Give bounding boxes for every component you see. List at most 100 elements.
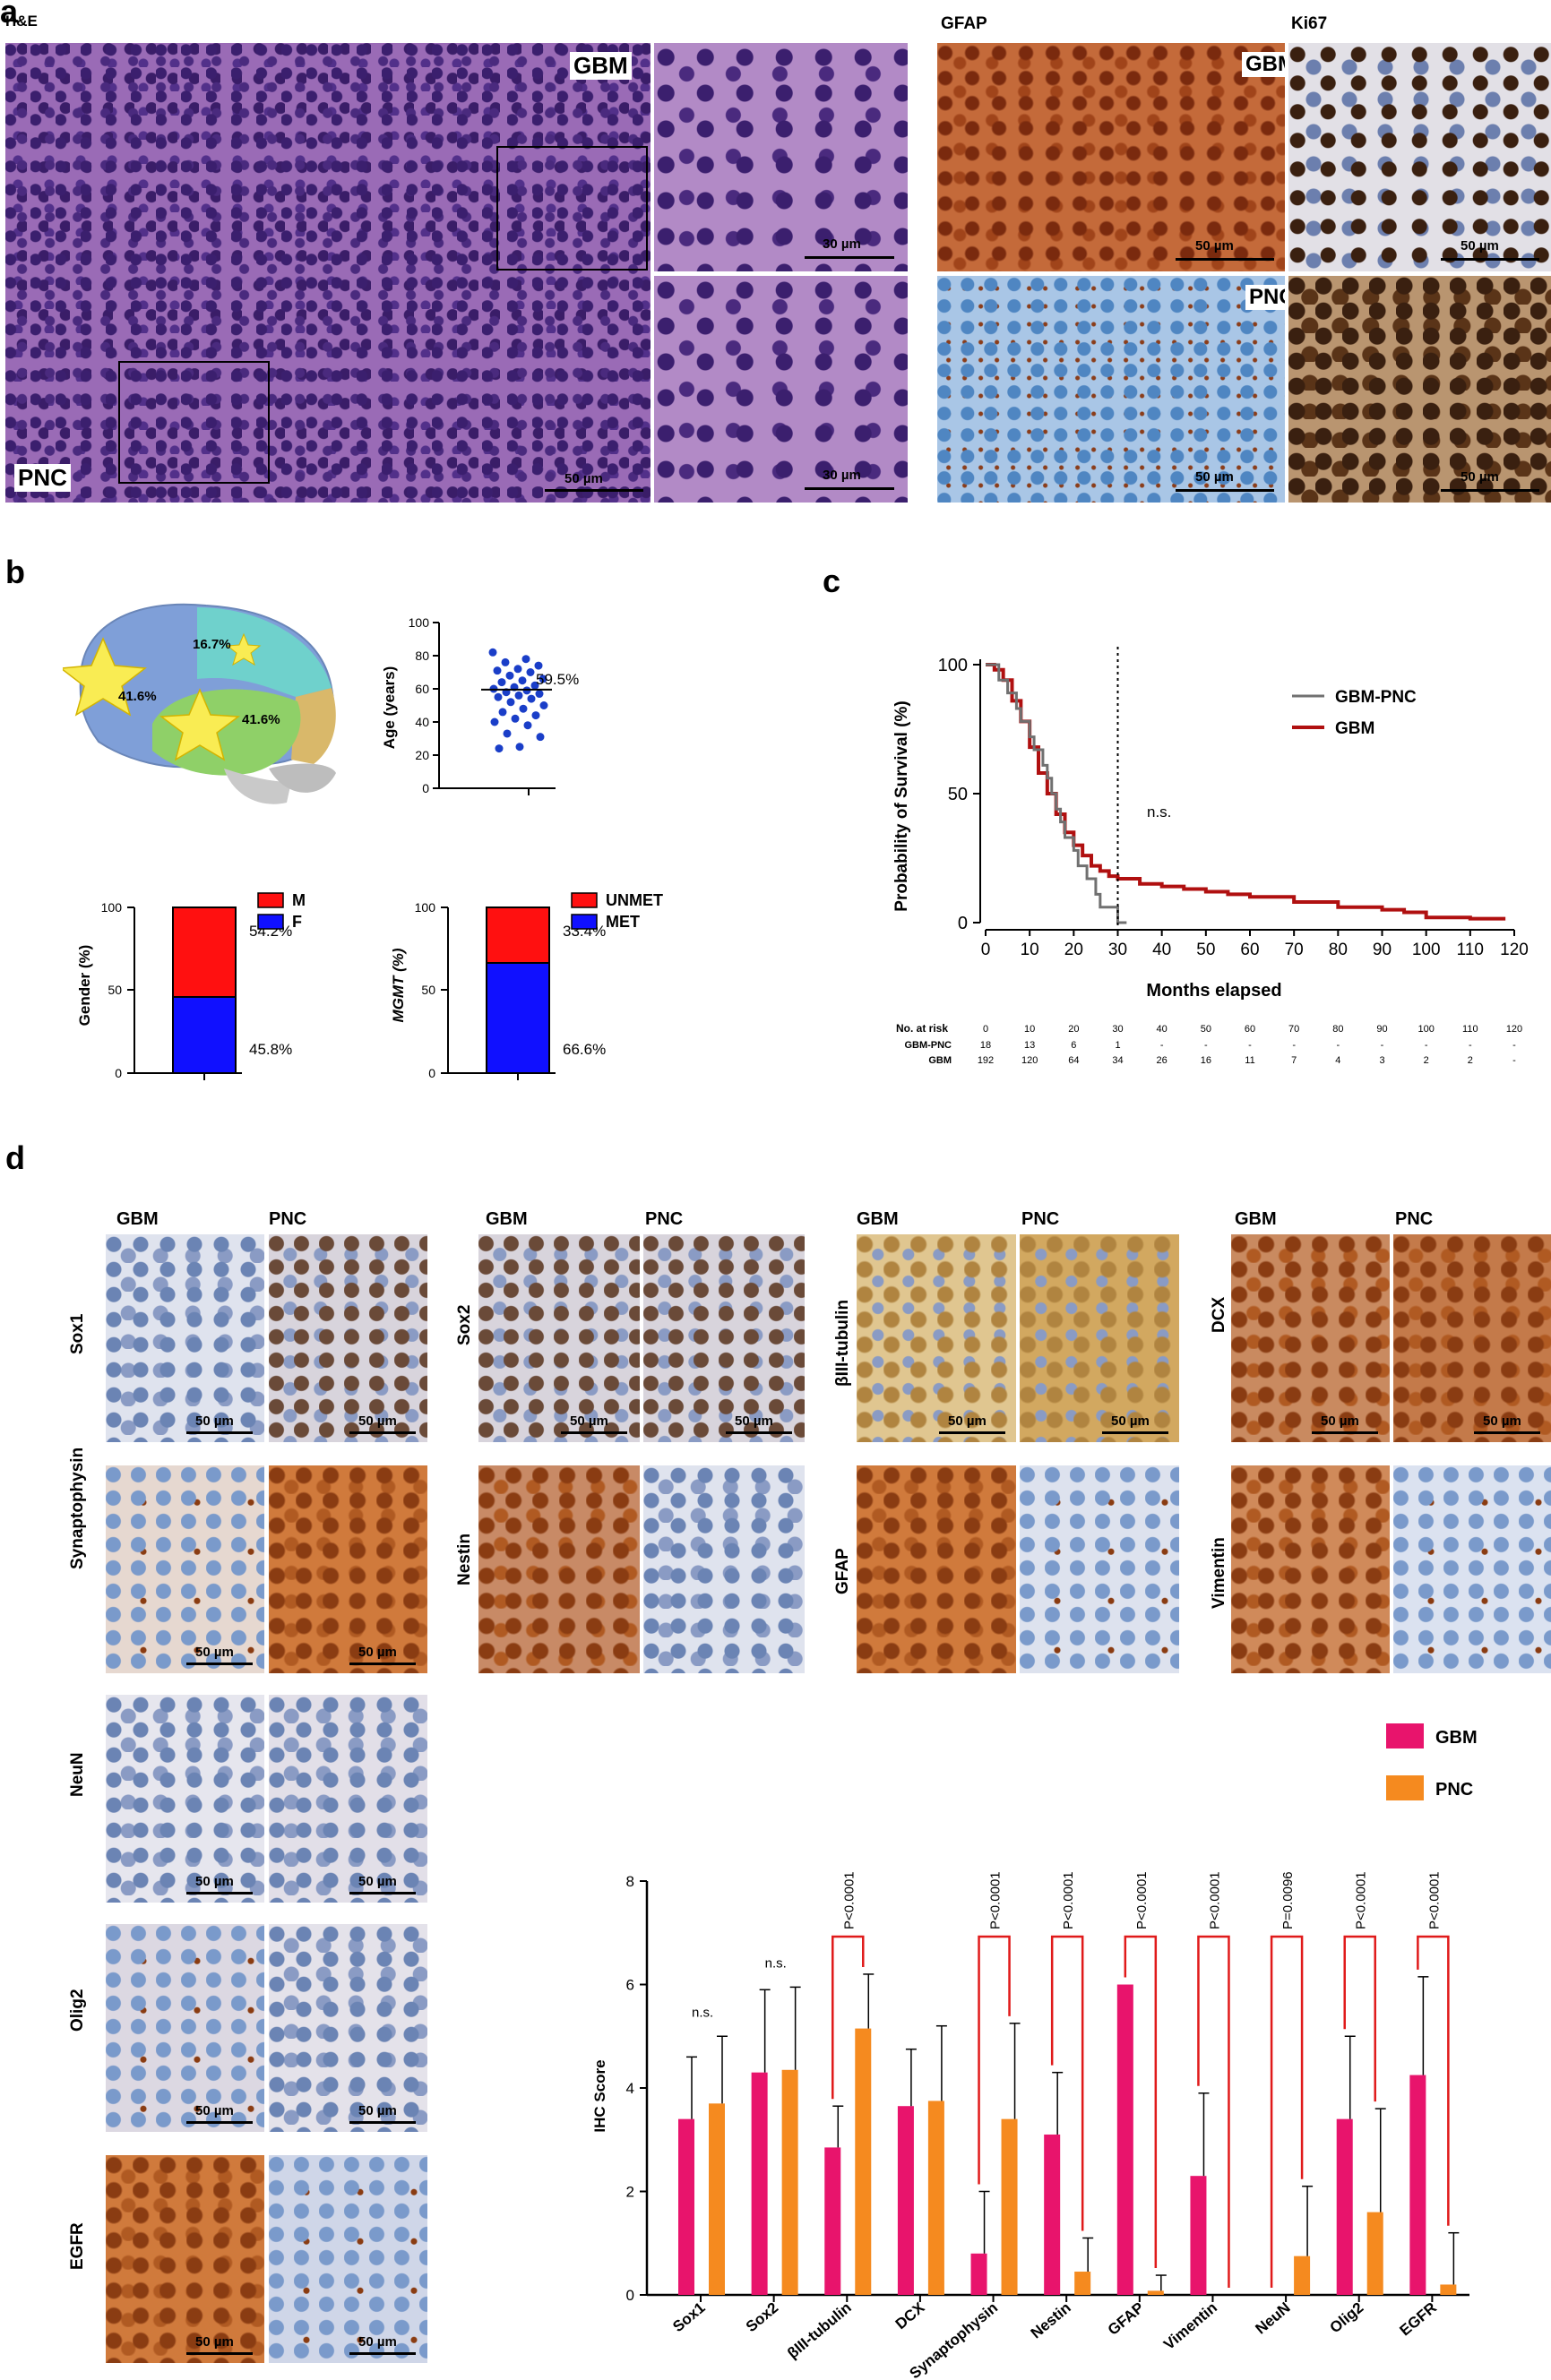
scale-label: 50 µm xyxy=(358,1874,397,1889)
panel-letter-a: a xyxy=(0,0,19,30)
risk-value: - xyxy=(1336,1040,1340,1051)
ihc-ytick-label: 0 xyxy=(626,2287,634,2304)
scale-bar xyxy=(349,1663,416,1665)
star-icon xyxy=(226,632,262,666)
km-xtick-label: 60 xyxy=(1240,941,1259,959)
pnc-inset-box xyxy=(118,361,270,484)
age-point xyxy=(515,743,524,752)
mgmt-bottom-pct: 66.6% xyxy=(563,1041,606,1058)
gender-bar-m xyxy=(172,906,237,998)
legend-swatch-pnc xyxy=(1386,1775,1424,1800)
age-point xyxy=(505,671,514,680)
risk-value: 34 xyxy=(1112,1055,1123,1066)
ihc-x-label: Olig2 xyxy=(1327,2299,1367,2337)
age-point xyxy=(511,714,520,723)
scale-label: 50 µm xyxy=(564,471,603,486)
panel-letter-c: c xyxy=(823,563,841,599)
nestin-pnc-micrograph xyxy=(643,1465,805,1673)
age-y-axis: 0 20 40 60 80 100 xyxy=(409,615,556,795)
ihc-bar-gbm xyxy=(678,2118,694,2295)
col-header-pnc: PNC xyxy=(645,1209,684,1229)
risk-value: - xyxy=(1381,1040,1384,1051)
ihc-annotations: n.s. n.s. P<0.0001 P<0.0001 P<0.0001 P<0.0001… xyxy=(692,1871,1450,2288)
km-xtick-label: 110 xyxy=(1457,941,1484,959)
scale-label: 30 µm xyxy=(823,236,861,252)
row-label-vimentin: Vimentin xyxy=(1210,1537,1228,1609)
synaptophysin-gbm-micrograph: 50 µm xyxy=(106,1465,264,1673)
risk-col-label: 70 xyxy=(1288,1024,1299,1035)
ihc-x-label: DCX xyxy=(892,2298,928,2333)
ihc-bar-gbm xyxy=(970,2253,987,2295)
age-chart: Age (years) 0 20 40 60 80 100 59.5% xyxy=(381,615,579,795)
row-label-sox2: Sox2 xyxy=(455,1304,474,1345)
km-xtick-label: 100 xyxy=(1412,941,1441,959)
ihc-bar-pnc xyxy=(1074,2272,1091,2295)
ihc-bar-gbm xyxy=(1409,2075,1426,2295)
ihc-ytick-label: 8 xyxy=(626,1873,634,1890)
ihc-pvalue-label: P<0.0001 xyxy=(1426,1871,1442,1929)
olig2-pnc-micrograph: 50 µm xyxy=(269,1924,427,2132)
age-point xyxy=(530,681,539,690)
age-point xyxy=(497,678,506,687)
age-point xyxy=(536,733,545,742)
mgmt-ytick-label: 0 xyxy=(428,1066,435,1080)
risk-col-label: 120 xyxy=(1506,1024,1522,1035)
row-label-biii-tubulin: βIII-tubulin xyxy=(833,1299,852,1387)
age-point xyxy=(534,661,543,670)
ihc-significance-bracket xyxy=(1124,1935,1158,2269)
dcx-pnc-micrograph: 50 µm xyxy=(1393,1234,1551,1442)
neun-pnc-micrograph: 50 µm xyxy=(269,1695,427,1903)
age-point xyxy=(531,711,540,720)
ki67-pnc-micrograph: 50 µm xyxy=(1288,276,1551,503)
ihc-pvalue-label: P<0.0001 xyxy=(1061,1871,1076,1929)
scale-bar xyxy=(1312,1431,1378,1434)
star-icon xyxy=(159,688,241,761)
gender-chart: Gender (%) 100 50 0 54.2% 45.8% M F xyxy=(76,891,306,1080)
risk-value: 2 xyxy=(1468,1055,1473,1066)
survival-ylabel: Probability of Survival (%) xyxy=(892,700,911,911)
km-xtick-label: 30 xyxy=(1108,941,1127,959)
scale-label: 50 µm xyxy=(358,1413,397,1429)
ihc-bar-gbm xyxy=(1116,1984,1133,2295)
dcx-gbm-micrograph: 50 µm xyxy=(1231,1234,1390,1442)
scale-bar xyxy=(349,1431,416,1434)
col-header-gbm: GBM xyxy=(486,1209,528,1229)
vimentin-pnc-micrograph xyxy=(1393,1465,1551,1673)
legend-swatch-unmet xyxy=(571,892,598,908)
risk-value: - xyxy=(1248,1040,1252,1051)
risk-value: 3 xyxy=(1379,1055,1384,1066)
age-ytick-label: 100 xyxy=(409,615,430,630)
risk-value: 6 xyxy=(1071,1040,1076,1051)
gbm-pnc-survival-curve xyxy=(986,663,1127,924)
risk-value: 26 xyxy=(1157,1055,1168,1066)
ihc-x-label: Sox2 xyxy=(743,2299,781,2336)
row-label-nestin: Nestin xyxy=(455,1533,474,1585)
sox1-gbm-micrograph: 50 µm xyxy=(106,1234,264,1442)
ihc-significance-bracket xyxy=(1050,1935,1084,2231)
ihc-x-label: NeuN xyxy=(1252,2299,1293,2338)
scale-bar xyxy=(939,1431,1005,1434)
ihc-ylabel: IHC Score xyxy=(591,2059,608,2132)
brain-pct-parietal: 16.7% xyxy=(193,637,231,652)
risk-value: 1 xyxy=(1115,1040,1120,1051)
ihc-significance-bracket xyxy=(1197,1935,1230,2288)
risk-value: 7 xyxy=(1291,1055,1297,1066)
ihc-bar-pnc xyxy=(1366,2212,1383,2295)
ihc-bar-pnc xyxy=(1147,2290,1164,2295)
ihc-significance-bracket xyxy=(1417,1935,1450,2226)
parietal-lobe-shape xyxy=(197,607,332,697)
scale-bar xyxy=(1176,489,1274,492)
legend-swatch-met xyxy=(571,914,598,930)
risk-value: 16 xyxy=(1201,1055,1211,1066)
age-point xyxy=(490,717,499,726)
legend-label-gbm-pnc: GBM-PNC xyxy=(1335,688,1417,707)
nestin-gbm-micrograph xyxy=(478,1465,640,1673)
gfap-pnc-micrograph xyxy=(1020,1465,1179,1673)
age-point xyxy=(526,668,535,676)
scale-label: 50 µm xyxy=(570,1413,608,1429)
scale-bar xyxy=(1441,489,1539,492)
panel-letter-b: b xyxy=(5,554,25,590)
km-xtick-label: 90 xyxy=(1373,941,1392,959)
ihc-x-label: Nestin xyxy=(1028,2299,1074,2342)
